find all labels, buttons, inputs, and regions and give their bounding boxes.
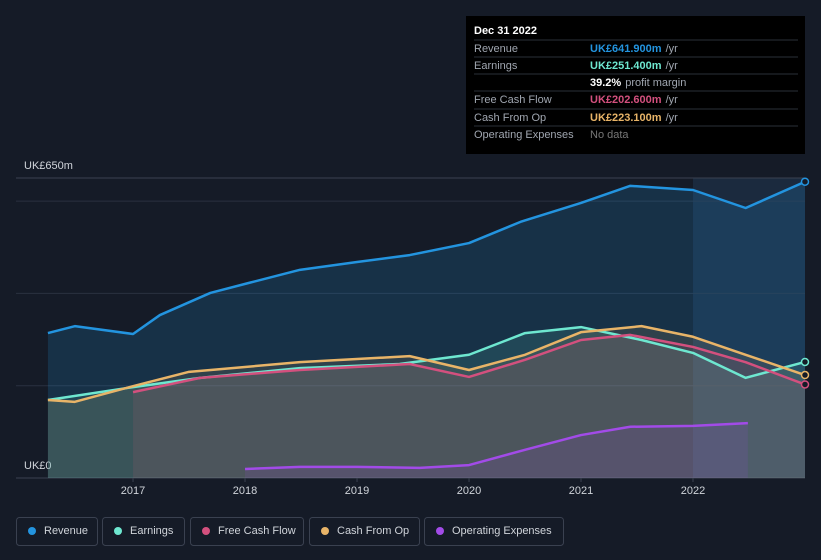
legend-box[interactable]	[309, 517, 420, 546]
tooltip-value: UK£223.100m/yr	[590, 112, 678, 124]
x-tick-label: 2019	[345, 485, 369, 497]
x-tick-label: 2018	[233, 485, 257, 497]
tooltip-value-text: 39.2%	[590, 77, 621, 89]
highlight-region	[693, 178, 805, 478]
y-tick-label: UK£0	[24, 460, 52, 472]
tooltip: Dec 31 2022 Revenue UK£641.900m/yr Earnings…	[466, 16, 805, 154]
tooltip-label: Earnings	[474, 60, 518, 72]
series-line	[244, 421, 748, 471]
legend-item[interactable]: Revenue	[16, 517, 98, 546]
y-tick-label: UK£650m	[24, 160, 73, 172]
tooltip-unit: profit margin	[625, 77, 686, 89]
legend-label: Revenue	[44, 525, 88, 537]
legend-swatch	[202, 527, 210, 535]
tooltip-unit: /yr	[666, 60, 679, 72]
series-area	[47, 326, 805, 478]
legend-swatch	[28, 527, 36, 535]
legend-label: Cash From Op	[337, 525, 409, 537]
legend-swatch	[321, 527, 329, 535]
series-line	[132, 333, 806, 394]
tooltip-unit: /yr	[666, 94, 679, 106]
tooltip-value-text: UK£223.100m	[590, 112, 662, 124]
x-tick-label: 2022	[681, 485, 705, 497]
tooltip-label: Operating Expenses	[474, 129, 574, 141]
tooltip-value-text: UK£202.600m	[590, 94, 662, 106]
tooltip-value-text: UK£251.400m	[590, 60, 662, 72]
x-tick-label: 2017	[121, 485, 145, 497]
tooltip-value: 39.2% profit margin	[590, 77, 686, 89]
tooltip-value-text: No data	[590, 129, 629, 141]
legend-box[interactable]	[102, 517, 185, 546]
x-tick-label: 2021	[569, 485, 593, 497]
end-marker	[800, 357, 810, 367]
legend-box[interactable]	[190, 517, 304, 546]
legend-box[interactable]	[424, 517, 564, 546]
series-area	[47, 181, 805, 478]
x-tick-label: 2020	[457, 485, 481, 497]
legend: Revenue Earnings Free Cash Flow Cash From O…	[16, 517, 564, 546]
tooltip-label: Cash From Op	[474, 112, 546, 124]
legend-label: Earnings	[130, 525, 174, 537]
legend-label: Free Cash Flow	[218, 525, 296, 537]
series-line	[47, 324, 806, 404]
tooltip-box	[466, 16, 805, 154]
end-marker	[800, 177, 810, 186]
series-area	[245, 423, 748, 478]
legend-item[interactable]: Operating Expenses	[424, 517, 564, 546]
end-marker	[800, 380, 810, 389]
legend-label: Operating Expenses	[452, 525, 552, 537]
series-line	[47, 180, 806, 336]
tooltip-value: UK£641.900m/yr	[590, 43, 678, 55]
series-area	[47, 327, 805, 478]
legend-box[interactable]	[16, 517, 98, 546]
tooltip-unit: /yr	[666, 43, 679, 55]
tooltip-value: No data	[590, 129, 629, 141]
end-marker	[800, 370, 810, 380]
tooltip-unit: /yr	[666, 112, 679, 124]
tooltip-value-text: UK£641.900m	[590, 43, 662, 55]
legend-swatch	[436, 527, 444, 535]
legend-item[interactable]: Earnings	[102, 517, 185, 546]
tooltip-label: Revenue	[474, 43, 518, 55]
tooltip-value: UK£202.600m/yr	[590, 94, 678, 106]
tooltip-date: Dec 31 2022	[474, 25, 537, 37]
legend-item[interactable]: Free Cash Flow	[190, 517, 304, 546]
plot: UK£0 UK£650m 2017 2018 2019 2020 2021 2022	[16, 160, 810, 497]
legend-item[interactable]: Cash From Op	[309, 517, 420, 546]
legend-swatch	[114, 527, 122, 535]
tooltip-label: Free Cash Flow	[474, 94, 552, 106]
tooltip-value: UK£251.400m/yr	[590, 60, 678, 72]
